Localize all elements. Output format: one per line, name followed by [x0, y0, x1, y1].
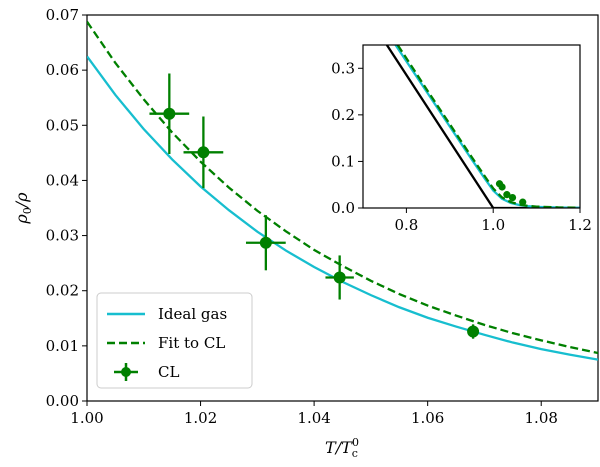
main-x-tick-label: 1.08: [525, 409, 558, 427]
x-axis-label: T/Tc0: [325, 436, 359, 460]
inset-series-3-point: [498, 183, 506, 191]
main-series-fit-to-cl-line: [87, 20, 598, 355]
main-series-cl-point: [333, 271, 346, 284]
legend-label-cl: CL: [158, 363, 179, 381]
inset-plot-frame: [362, 44, 581, 209]
inset-y-tick-label: 0.2: [331, 106, 355, 124]
inset-x-tick-label: 0.8: [394, 216, 418, 234]
legend-label-ideal-gas: Ideal gas: [158, 305, 227, 323]
inset-series-3-point: [508, 193, 517, 202]
inset-series-3-point: [519, 198, 527, 206]
main-x-tick-label: 1.06: [411, 409, 444, 427]
main-y-tick-label: 0.04: [46, 171, 79, 189]
legend: Ideal gas Fit to CL CL: [96, 292, 253, 389]
inset-y-tick-label: 0.1: [331, 152, 355, 170]
main-x-tick-label: 1.02: [184, 409, 217, 427]
main-y-tick-label: 0.05: [46, 116, 79, 134]
legend-frame: [96, 292, 253, 389]
inset-x-tick-label: 1.0: [481, 216, 505, 234]
inset-series-3-point: [503, 191, 511, 199]
y-axis-label: ρ0/ρ: [12, 192, 34, 225]
main-series-cl-point: [259, 236, 272, 249]
main-series-cl-point: [467, 325, 480, 338]
main-y-tick-label: 0.00: [46, 392, 79, 410]
inset-y-tick-label: 0.3: [331, 59, 355, 77]
inset-x-tick-label: 1.2: [568, 216, 592, 234]
main-plot-frame: [86, 14, 599, 402]
main-y-tick-label: 0.01: [46, 337, 79, 355]
main-y-tick-label: 0.03: [46, 227, 79, 245]
inset-y-tick-label: 0.0: [331, 199, 355, 217]
main-y-tick-label: 0.07: [46, 6, 79, 24]
main-y-tick-label: 0.06: [46, 61, 79, 79]
legend-swatch-cl: [114, 363, 138, 381]
legend-label-fit-to-cl: Fit to CL: [158, 334, 225, 352]
inset-ticks: 0.8 1.0 1.2 0.0 0.1 0.2 0.3: [331, 59, 592, 234]
inset-series-0-line: [385, 45, 580, 208]
main-series-cl-point: [197, 146, 210, 159]
main-ticks: 1.00 1.02 1.04 1.06 1.08 0.00 0.01 0.02 0.03 0.04…: [46, 6, 558, 427]
main-series: [87, 20, 598, 361]
main-x-tick-label: 1.04: [297, 409, 330, 427]
main-x-tick-label: 1.00: [70, 409, 103, 427]
inset-background: [363, 45, 580, 208]
inset-series-2-line: [396, 45, 580, 208]
main-series-cl-point: [163, 107, 176, 120]
main-y-tick-label: 0.02: [46, 282, 79, 300]
inset-series: [385, 45, 580, 208]
